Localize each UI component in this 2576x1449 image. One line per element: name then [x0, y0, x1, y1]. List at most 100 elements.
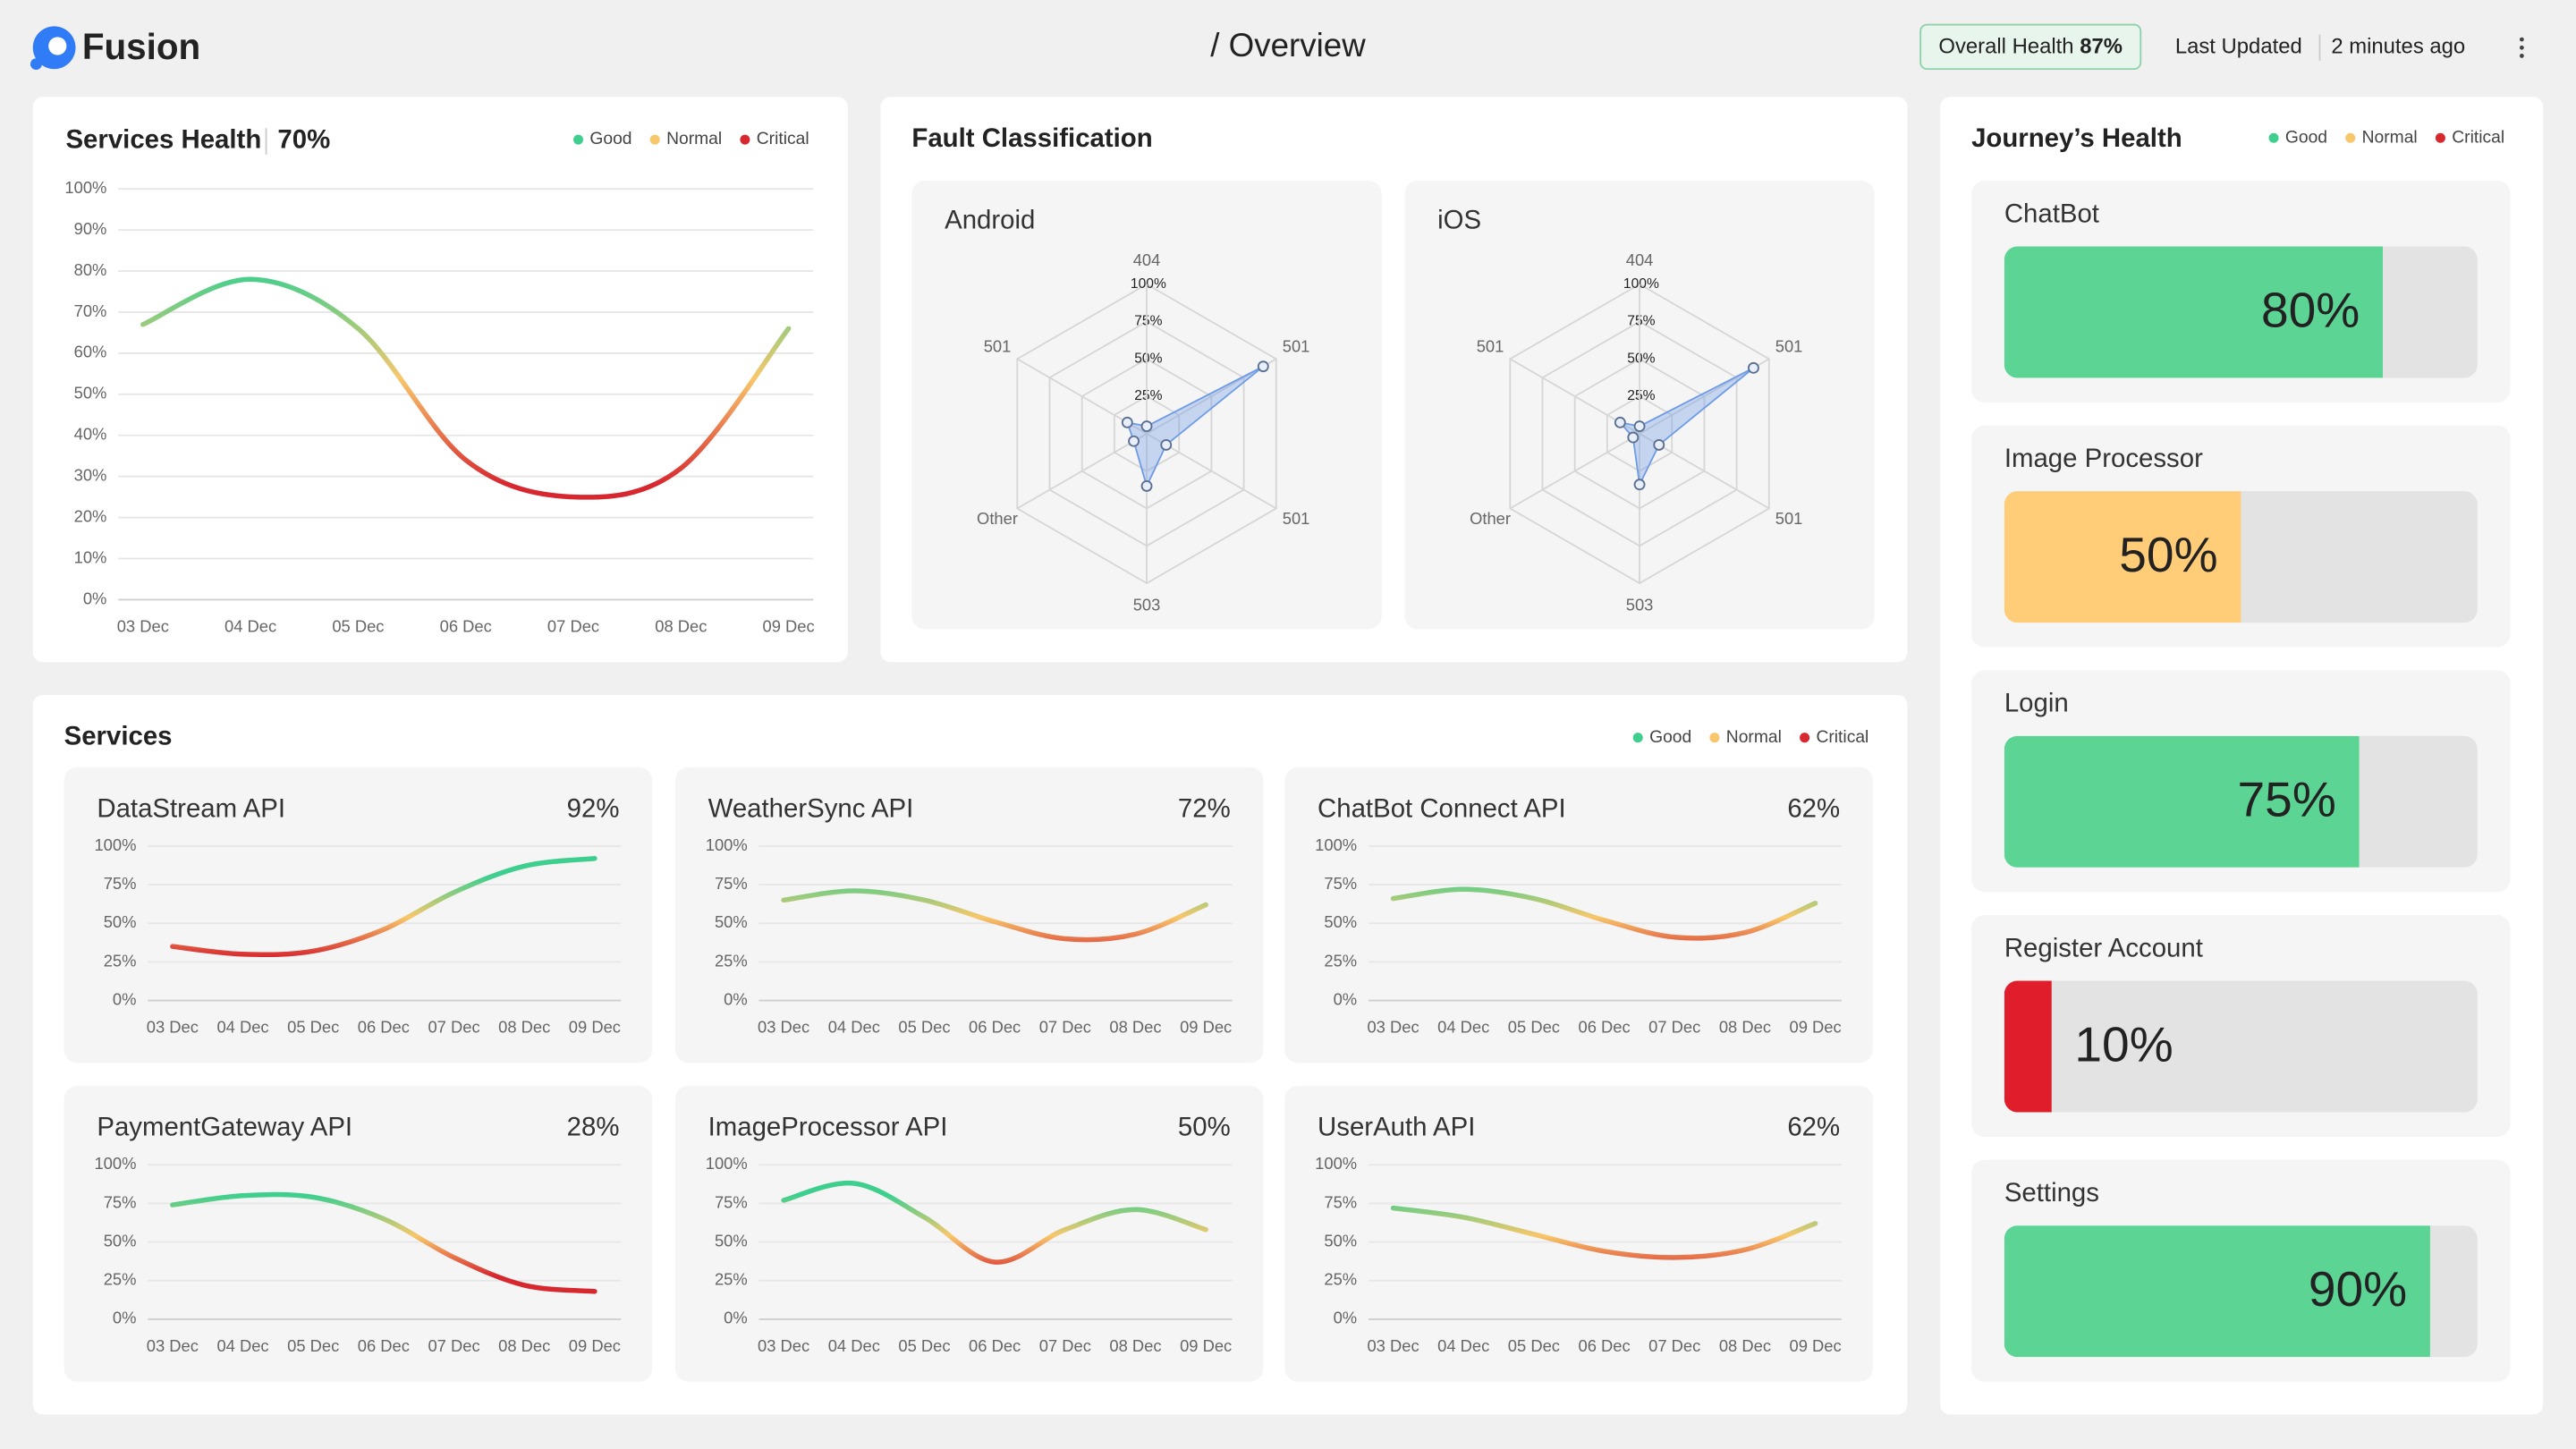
y-tick-label: 70% — [74, 301, 107, 320]
y-tick-label: 50% — [104, 1231, 137, 1250]
y-tick-label: 80% — [74, 260, 107, 279]
legend-dot — [1632, 733, 1643, 743]
bar — [2004, 1225, 2430, 1358]
radar-point — [1748, 361, 1759, 374]
service-value: 72% — [1178, 793, 1231, 823]
service-name: DataStream API — [97, 793, 285, 823]
legend-dot — [2268, 132, 2279, 143]
radar-point — [1653, 439, 1665, 451]
service-value: 92% — [567, 793, 620, 823]
radar-tick-label: 75% — [1627, 314, 1655, 329]
page-title: / Overview — [1210, 27, 1366, 64]
x-tick-label: 07 Dec — [1039, 1336, 1091, 1355]
x-tick-label: 09 Dec — [1180, 1336, 1232, 1355]
radar-point — [1633, 420, 1646, 432]
radar-point — [1160, 439, 1173, 451]
data-line — [1390, 886, 1818, 941]
x-tick-label: 03 Dec — [758, 1018, 809, 1037]
service-name: WeatherSync API — [708, 793, 914, 823]
y-tick-label: 100% — [94, 1154, 136, 1173]
bar-track — [2004, 980, 2478, 1113]
y-tick-label: 75% — [715, 874, 748, 893]
x-tick-label: 03 Dec — [1367, 1018, 1419, 1037]
legend-dot — [2345, 132, 2356, 143]
radar-axis-label: 404 — [1626, 250, 1654, 269]
y-tick-label: 75% — [104, 874, 137, 893]
legend-label: Normal — [2362, 128, 2418, 147]
data-line — [170, 855, 597, 958]
panel — [32, 97, 848, 663]
radar-point — [1140, 479, 1153, 492]
service-value: 50% — [1178, 1113, 1231, 1142]
data-line — [781, 888, 1208, 943]
y-tick-label: 100% — [94, 835, 136, 854]
menu-button[interactable] — [2520, 37, 2524, 58]
y-tick-label: 50% — [1324, 912, 1357, 931]
radar-point — [1140, 420, 1153, 432]
x-tick-label: 03 Dec — [117, 616, 169, 635]
panel-title: Fault Classification — [911, 123, 1152, 153]
radar-axis-label: 501 — [1477, 336, 1504, 355]
y-tick-label: 100% — [706, 835, 748, 854]
y-tick-label: 100% — [1315, 835, 1357, 854]
radar-axis-label: Other — [977, 509, 1018, 528]
data-line — [170, 1191, 597, 1294]
y-tick-label: 50% — [104, 912, 137, 931]
y-tick-label: 40% — [74, 425, 107, 444]
panel-title: Services Health — [65, 125, 261, 155]
radar-tick-label: 100% — [1623, 276, 1659, 292]
x-tick-label: 07 Dec — [1648, 1018, 1700, 1037]
y-tick-label: 100% — [64, 178, 106, 197]
bar-value-label: 80% — [2261, 282, 2360, 337]
legend-dot — [740, 134, 750, 145]
x-tick-label: 05 Dec — [898, 1336, 950, 1355]
radar-axis-label: 501 — [1283, 336, 1310, 355]
x-tick-label: 04 Dec — [828, 1336, 880, 1355]
bar-value-label: 50% — [2119, 527, 2217, 582]
y-tick-label: 0% — [1334, 989, 1358, 1008]
legend-label: Critical — [757, 130, 809, 148]
radar-spoke — [1016, 433, 1148, 510]
bar — [2004, 735, 2360, 868]
journey-name: Register Account — [2004, 933, 2203, 962]
radar-axis-label: 501 — [1283, 509, 1310, 528]
legend-label: Critical — [2452, 128, 2504, 147]
journey-name: Settings — [2004, 1178, 2099, 1208]
x-tick-label: 08 Dec — [655, 616, 707, 635]
panel-title: Services — [64, 721, 173, 750]
x-tick-label: 06 Dec — [358, 1336, 410, 1355]
bar-value-label: 75% — [2238, 772, 2336, 827]
bar-value-label: 90% — [2309, 1261, 2407, 1317]
x-tick-label: 08 Dec — [498, 1018, 550, 1037]
bar — [2004, 491, 2241, 623]
radar-point — [1257, 360, 1269, 373]
y-tick-label: 25% — [715, 1270, 748, 1289]
radar-point — [1633, 479, 1646, 491]
brand: Fusion — [82, 26, 200, 67]
y-tick-label: 50% — [74, 384, 107, 402]
radar-tick-label: 50% — [1134, 351, 1162, 366]
y-tick-label: 100% — [706, 1154, 748, 1173]
y-tick-label: 50% — [1324, 1231, 1357, 1250]
y-tick-label: 90% — [74, 219, 107, 238]
y-tick-label: 75% — [715, 1192, 748, 1211]
radar-axis-label: 503 — [1626, 596, 1654, 614]
x-tick-label: 04 Dec — [216, 1336, 268, 1355]
service-card — [64, 767, 653, 1063]
service-card — [64, 1086, 653, 1382]
legend-label: Good — [589, 130, 631, 148]
x-tick-label: 08 Dec — [1109, 1336, 1161, 1355]
journey-name: Image Processor — [2004, 444, 2203, 473]
x-tick-label: 06 Dec — [358, 1018, 410, 1037]
legend-dot — [2435, 132, 2445, 143]
x-tick-label: 07 Dec — [547, 616, 599, 635]
x-tick-label: 04 Dec — [828, 1018, 880, 1037]
y-tick-label: 25% — [104, 1270, 137, 1289]
health-value: 87% — [2080, 35, 2123, 59]
updated-value: 2 minutes ago — [2331, 35, 2465, 59]
service-value: 62% — [1787, 793, 1840, 823]
x-tick-label: 06 Dec — [969, 1018, 1021, 1037]
y-tick-label: 30% — [74, 465, 107, 484]
